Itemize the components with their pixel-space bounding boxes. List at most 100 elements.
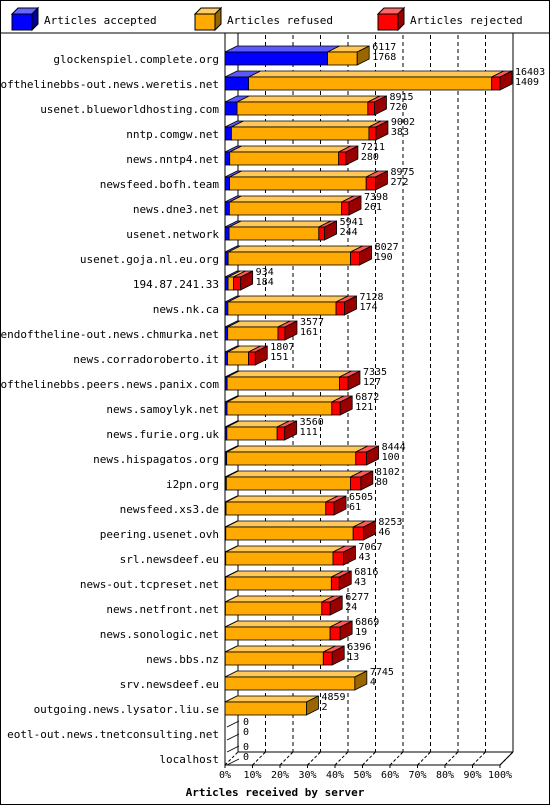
bar-group <box>224 645 345 666</box>
value-total: 7211 <box>361 142 385 153</box>
bar-group <box>224 170 388 191</box>
bar-accepted <box>224 326 229 341</box>
bar-refused <box>225 476 351 491</box>
server-label: endofthelinebbs-out.news.weretis.net <box>0 78 219 91</box>
value-total: 0 <box>243 717 249 728</box>
bar-rejected <box>350 476 362 491</box>
value-accepted: 272 <box>390 177 408 188</box>
server-label: news.bbs.nz <box>146 653 219 666</box>
value-accepted: 151 <box>270 352 288 363</box>
x-tick-label: 60% <box>381 770 399 781</box>
bar-side <box>356 45 370 66</box>
x-tick-label: 80% <box>436 770 454 781</box>
bar-side <box>366 445 379 466</box>
bar-refused <box>226 426 278 441</box>
bar-accepted <box>224 201 230 216</box>
floor-gridline <box>417 751 431 766</box>
bar-group <box>224 320 298 341</box>
floor-gridline <box>252 751 266 766</box>
bar-rejected <box>332 551 344 566</box>
x-tick-label: 10% <box>243 770 261 781</box>
bar-group <box>224 95 387 116</box>
x-axis-label: Articles received by server <box>186 786 365 799</box>
bar-refused <box>225 601 323 616</box>
bar-rejected <box>367 101 375 116</box>
server-label: news-out.tcpreset.net <box>80 578 219 591</box>
bar-group <box>224 545 356 566</box>
bar-segment-top <box>226 470 363 478</box>
bar-side <box>284 420 298 441</box>
legend-swatch <box>194 13 216 31</box>
floor-gridline <box>279 751 294 766</box>
bar-refused <box>229 151 340 166</box>
value-total: 6872 <box>355 392 379 403</box>
bar-refused <box>227 301 337 316</box>
bar-segment-top <box>228 220 331 228</box>
bar-segment-top <box>225 495 338 503</box>
value-accepted: 261 <box>364 202 382 213</box>
value-accepted: 244 <box>340 227 358 238</box>
empty-bar-edge <box>226 745 240 753</box>
server-label: srl.newsdeef.eu <box>120 553 219 566</box>
bar-refused <box>229 176 367 191</box>
bar-side <box>347 370 361 391</box>
value-accepted: 43 <box>358 552 370 563</box>
legend-item: Articles rejected <box>376 6 523 32</box>
bar-segment-top <box>224 45 340 53</box>
value-accepted: 190 <box>375 252 393 263</box>
bar-group <box>224 45 370 66</box>
bar-accepted <box>224 51 328 66</box>
server-label: usenet.blueworldhosting.com <box>40 103 219 116</box>
legend-item: Articles refused <box>193 6 333 32</box>
bar-refused <box>224 676 356 691</box>
value-accepted: 24 <box>345 602 357 613</box>
x-axis: 0% 10% 20% 30% 40% 50% 60% 70% 80% 90% 100% <box>219 765 512 781</box>
x-tick-label: 90% <box>463 770 481 781</box>
bar-rejected <box>330 576 340 591</box>
floor-gridline <box>362 751 376 766</box>
bar-group <box>224 445 379 466</box>
bar-rejected <box>368 126 377 141</box>
value-total: 7335 <box>363 367 387 378</box>
x-tick-label: 100% <box>488 770 512 781</box>
value-accepted: 383 <box>391 127 409 138</box>
value-total: 9002 <box>391 117 415 128</box>
value-total: 16403 <box>515 67 545 78</box>
server-label: usenet.network <box>126 228 219 241</box>
bar-accepted <box>224 126 232 141</box>
bar-segment-top <box>225 620 343 628</box>
server-label: peering.usenet.ovh <box>100 528 219 541</box>
bar-side <box>306 695 319 716</box>
bar-segment-top <box>225 645 336 653</box>
bar-group <box>224 195 362 216</box>
bar-segment-top <box>229 170 379 178</box>
server-label: localhost <box>159 753 219 766</box>
bar-rejected <box>335 301 345 316</box>
server-label: 194.87.241.33 <box>133 278 219 291</box>
server-label: news.hispagatos.org <box>93 453 219 466</box>
bar-group <box>226 720 240 741</box>
value-total: 1807 <box>270 342 294 353</box>
server-label: newsfeed.xs3.de <box>120 503 219 516</box>
bar-rejected <box>355 451 367 466</box>
floor-gridline <box>224 751 239 766</box>
value-labels: 6117176816403140989157209002383721128089… <box>243 42 545 763</box>
value-total: 8102 <box>376 467 400 478</box>
bar-refused <box>224 626 331 641</box>
bar-rejected <box>365 176 376 191</box>
bar-group <box>224 220 338 241</box>
value-accepted: 2 <box>321 702 327 713</box>
value-total: 0 <box>243 742 249 753</box>
bar-refused <box>236 101 369 116</box>
x-tick-label: 40% <box>326 770 344 781</box>
bar-group <box>224 670 368 691</box>
bar-rejected <box>339 376 349 391</box>
server-label: news.furie.org.uk <box>106 428 219 441</box>
bar-group <box>224 70 513 91</box>
bar-accepted <box>224 101 238 116</box>
bar-rejected <box>329 626 341 641</box>
bar-group <box>224 270 254 291</box>
x-tick-label: 20% <box>271 770 289 781</box>
bar-refused <box>224 701 307 716</box>
